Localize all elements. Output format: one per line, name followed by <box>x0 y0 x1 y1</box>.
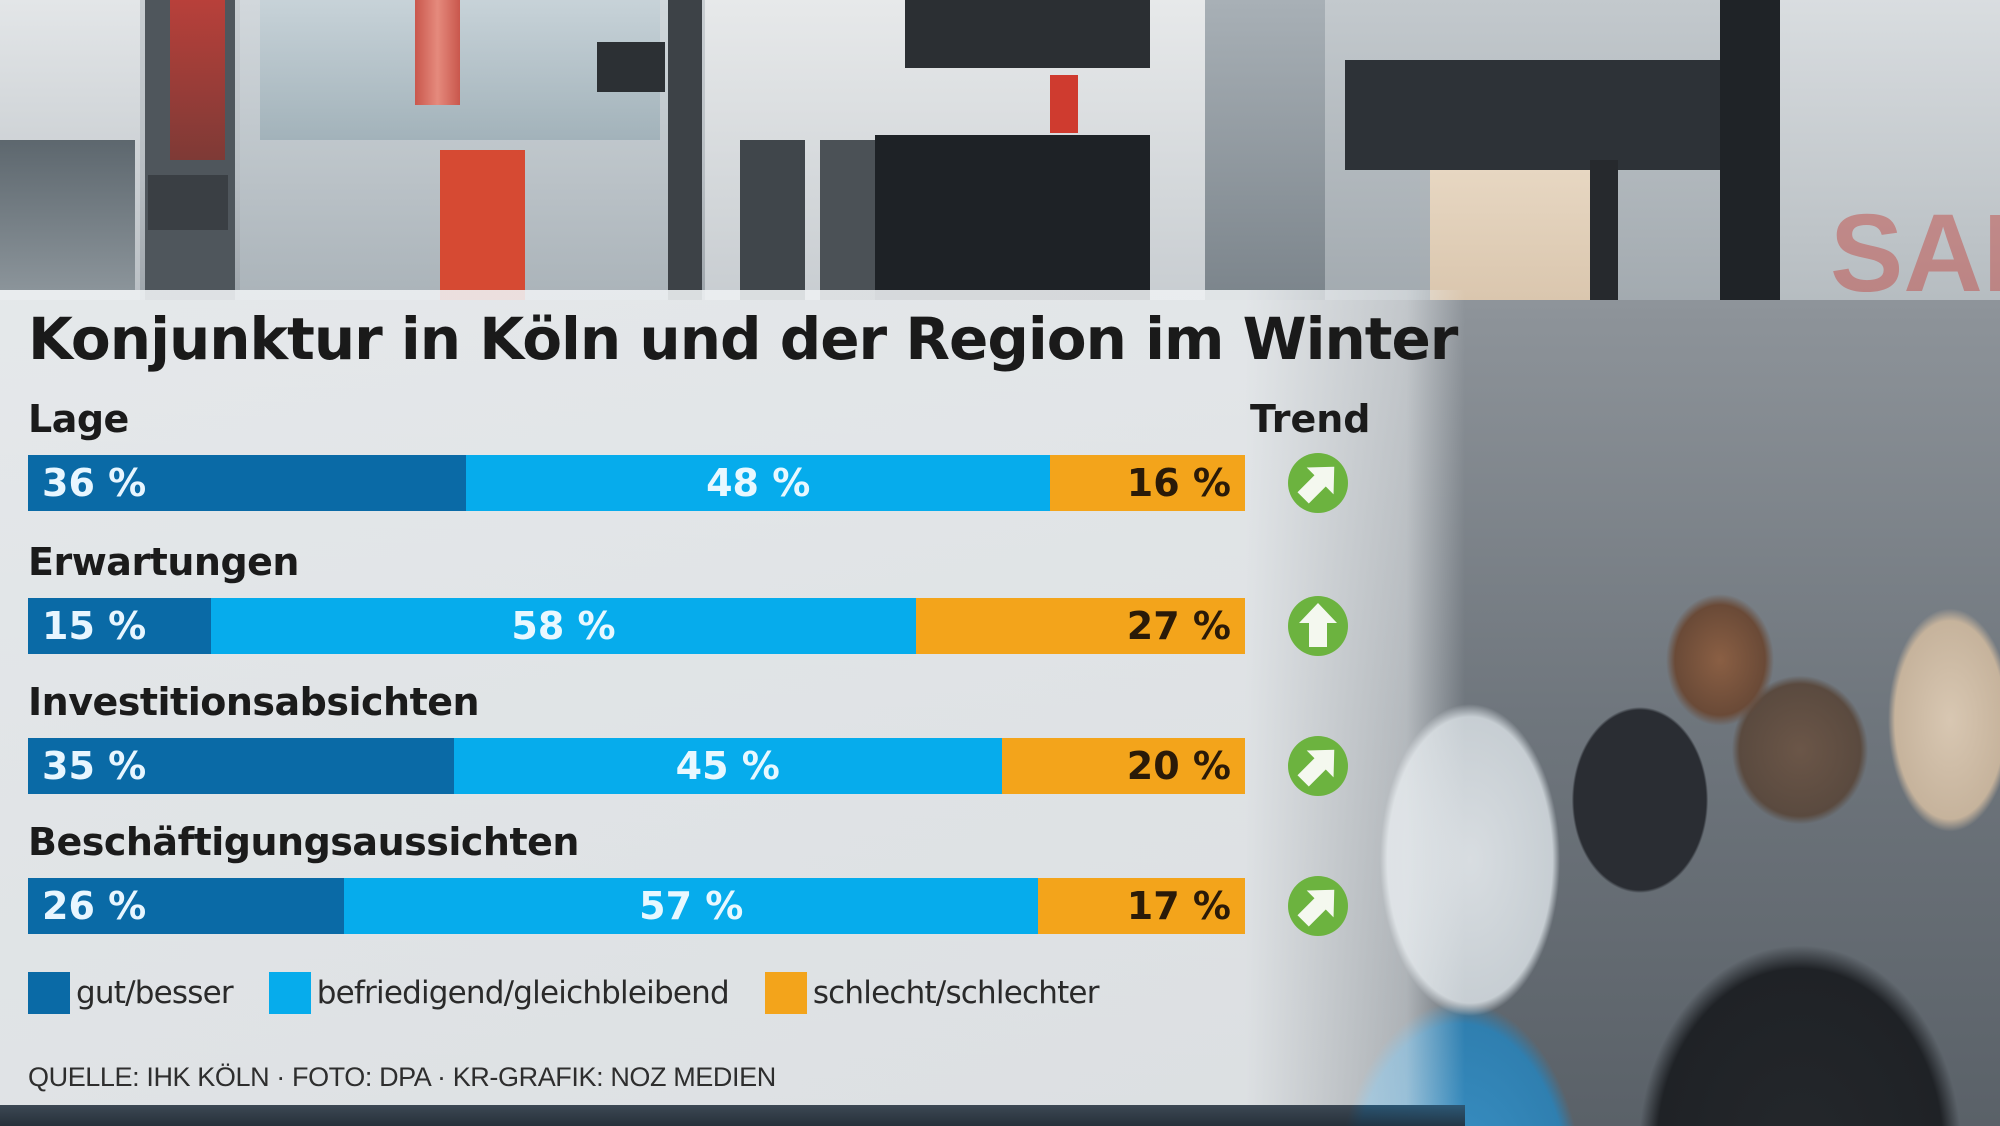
bar-investitionsabsichten: 35 % 45 % 20 % <box>28 738 1245 794</box>
store-sign <box>905 0 1150 68</box>
row-label-lage: Lage <box>28 397 129 441</box>
shop-window <box>0 140 135 290</box>
legend: gut/besser befriedigend/gleichbleibend s… <box>28 972 1135 1014</box>
legend-swatch-orange <box>764 972 807 1014</box>
pillar <box>668 0 702 300</box>
legend-label: gut/besser <box>76 975 234 1011</box>
legend-item-schlecht: schlecht/schlechter <box>764 972 1100 1014</box>
door <box>820 140 880 300</box>
door <box>740 140 805 300</box>
row-label-beschaeftigungsaussichten: Beschäftigungsaussichten <box>28 820 579 864</box>
store-sign <box>1345 60 1725 170</box>
segment-befriedigend: 48 % <box>466 455 1051 511</box>
glass-front <box>260 0 660 140</box>
store-sign <box>597 42 665 92</box>
source-credit: QUELLE: IHK KÖLN · FOTO: DPA · KR-GRAFIK… <box>28 1062 776 1092</box>
segment-gut: 35 % <box>28 738 454 794</box>
trend-up-right-icon <box>1288 736 1348 796</box>
shop-window <box>440 150 525 300</box>
segment-gut: 36 % <box>28 455 467 511</box>
legend-label: schlecht/schlechter <box>812 975 1100 1011</box>
segment-gut: 26 % <box>28 878 345 934</box>
legend-label: befriedigend/gleichbleibend <box>316 975 730 1011</box>
ad-kiosk <box>875 135 1150 300</box>
segment-schlecht: 27 % <box>916 598 1245 654</box>
infographic-panel <box>0 290 1465 1105</box>
legend-item-befriedigend: befriedigend/gleichbleibend <box>268 972 730 1014</box>
row-label-erwartungen: Erwartungen <box>28 540 299 584</box>
bar-erwartungen: 15 % 58 % 27 % <box>28 598 1245 654</box>
store-sign <box>1050 75 1078 133</box>
segment-schlecht: 16 % <box>1050 455 1245 511</box>
segment-gut: 15 % <box>28 598 211 654</box>
trend-up-right-icon <box>1288 453 1348 513</box>
facade <box>1205 0 1325 300</box>
trend-up-icon <box>1288 596 1348 656</box>
store-sign <box>148 175 228 230</box>
flag <box>415 0 460 105</box>
trend-header: Trend <box>1250 397 1371 441</box>
legend-item-gut: gut/besser <box>28 972 234 1014</box>
trend-up-right-icon <box>1288 876 1348 936</box>
bar-beschaeftigungsaussichten: 26 % 57 % 17 % <box>28 878 1245 934</box>
segment-befriedigend: 58 % <box>210 598 917 654</box>
legend-swatch-dark-blue <box>28 972 70 1014</box>
banner <box>170 0 225 160</box>
row-label-investitionsabsichten: Investitionsabsichten <box>28 680 480 724</box>
segment-schlecht: 20 % <box>1001 738 1245 794</box>
panel-bottom-edge <box>0 1105 1465 1126</box>
segment-befriedigend: 57 % <box>344 878 1039 934</box>
chart-title: Konjunktur in Köln und der Region im Win… <box>28 305 1458 373</box>
segment-befriedigend: 45 % <box>453 738 1002 794</box>
sale-sign: SALE <box>1830 192 2000 315</box>
legend-swatch-light-blue <box>268 972 311 1014</box>
segment-schlecht: 17 % <box>1038 878 1245 934</box>
bar-lage: 36 % 48 % 16 % <box>28 455 1245 511</box>
